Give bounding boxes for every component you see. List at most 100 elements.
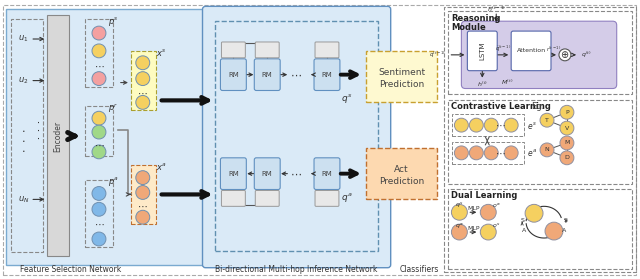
- Text: D: D: [564, 155, 570, 160]
- FancyBboxPatch shape: [220, 59, 246, 90]
- Text: RM: RM: [228, 72, 239, 78]
- Circle shape: [480, 204, 496, 220]
- Circle shape: [92, 202, 106, 216]
- Circle shape: [136, 171, 150, 184]
- Text: $q^s$: $q^s$: [341, 92, 352, 105]
- Text: M: M: [564, 140, 570, 145]
- Text: Bi-directional Multi-hop Inference Network: Bi-directional Multi-hop Inference Netwo…: [215, 265, 378, 274]
- Text: $\tilde{q}^{(t-1)}$: $\tilde{q}^{(t-1)}$: [495, 44, 511, 54]
- Circle shape: [92, 111, 106, 125]
- Circle shape: [136, 186, 150, 199]
- Text: $o^a$: $o^a$: [492, 202, 500, 210]
- Text: $r^{(t-1)}$: $r^{(t-1)}$: [547, 44, 562, 54]
- Circle shape: [92, 44, 106, 58]
- Text: $\cdots$: $\cdots$: [138, 88, 148, 97]
- Circle shape: [92, 145, 106, 159]
- Text: $\cdot$: $\cdot$: [36, 133, 40, 143]
- Text: Prediction: Prediction: [379, 177, 424, 186]
- Text: RM: RM: [321, 72, 332, 78]
- Text: MLP: MLP: [467, 206, 479, 211]
- Text: A: A: [562, 228, 566, 233]
- Text: Dual Learning: Dual Learning: [451, 191, 518, 200]
- Text: $\cdots$: $\cdots$: [290, 70, 302, 80]
- Circle shape: [560, 105, 574, 119]
- Text: $\cdots$: $\cdots$: [290, 169, 302, 179]
- Text: $\cdot$: $\cdot$: [21, 135, 26, 145]
- Text: $x^s$: $x^s$: [156, 47, 166, 58]
- Circle shape: [560, 136, 574, 150]
- FancyBboxPatch shape: [366, 148, 438, 199]
- Circle shape: [504, 118, 518, 132]
- Circle shape: [484, 146, 498, 160]
- Text: $\cdots$: $\cdots$: [495, 148, 506, 158]
- Circle shape: [525, 204, 543, 222]
- Text: A: A: [522, 228, 526, 233]
- Text: $p^a$: $p^a$: [108, 175, 119, 188]
- Circle shape: [469, 146, 483, 160]
- Circle shape: [454, 146, 468, 160]
- Text: Classifiers: Classifiers: [400, 265, 439, 274]
- Text: Encoder: Encoder: [54, 121, 63, 151]
- Text: $\cdots$: $\cdots$: [93, 140, 104, 150]
- Circle shape: [540, 143, 554, 157]
- Text: T: T: [545, 118, 549, 123]
- FancyBboxPatch shape: [202, 6, 390, 268]
- Text: $q^a$: $q^a$: [341, 191, 353, 204]
- Text: Sentiment: Sentiment: [378, 68, 425, 77]
- Circle shape: [136, 95, 150, 109]
- FancyBboxPatch shape: [255, 191, 279, 206]
- FancyBboxPatch shape: [366, 51, 438, 102]
- Text: $p^s$: $p^s$: [108, 15, 119, 28]
- FancyBboxPatch shape: [314, 158, 340, 189]
- FancyBboxPatch shape: [254, 59, 280, 90]
- Text: $o^s$: $o^s$: [492, 222, 500, 230]
- Text: Act: Act: [394, 165, 409, 174]
- Circle shape: [136, 72, 150, 86]
- Text: Prediction: Prediction: [379, 80, 424, 89]
- Circle shape: [540, 113, 554, 127]
- Text: $\cdots$: $\cdots$: [495, 120, 506, 130]
- Text: V: V: [564, 126, 569, 131]
- Text: Contrastive Learning: Contrastive Learning: [451, 102, 551, 111]
- Text: $u_1$: $u_1$: [18, 34, 29, 44]
- Text: MLP: MLP: [467, 226, 479, 231]
- FancyBboxPatch shape: [315, 191, 339, 206]
- Text: $q^s$: $q^s$: [455, 201, 463, 210]
- Text: $\cdot$: $\cdot$: [21, 145, 26, 155]
- Text: $e^a$: $e^a$: [527, 147, 537, 158]
- Circle shape: [545, 222, 563, 240]
- FancyBboxPatch shape: [221, 191, 245, 206]
- FancyBboxPatch shape: [314, 59, 340, 90]
- Text: Attention: Attention: [516, 48, 546, 53]
- Text: $\cdot$: $\cdot$: [21, 125, 26, 135]
- Text: $\cdots$: $\cdots$: [93, 219, 104, 229]
- Text: $u_2$: $u_2$: [18, 75, 29, 86]
- Text: $p^r$: $p^r$: [108, 102, 119, 115]
- Text: $q^{(t-1)}$: $q^{(t-1)}$: [429, 50, 447, 60]
- Text: $\cdots$: $\cdots$: [138, 201, 148, 211]
- FancyBboxPatch shape: [461, 21, 617, 88]
- Text: LSTM: LSTM: [479, 42, 485, 60]
- Circle shape: [451, 204, 467, 220]
- Text: $M^{(t)}$: $M^{(t)}$: [501, 78, 513, 87]
- Text: RM: RM: [262, 171, 273, 177]
- Circle shape: [559, 49, 571, 61]
- Text: RM: RM: [262, 72, 273, 78]
- Text: $u_N$: $u_N$: [17, 194, 29, 205]
- Text: $h^{(t-1)}$: $h^{(t-1)}$: [486, 5, 506, 14]
- Text: $h^{(t)}$: $h^{(t)}$: [477, 80, 488, 89]
- Text: N: N: [545, 147, 549, 152]
- FancyBboxPatch shape: [220, 158, 246, 189]
- Text: $q^a$: $q^a$: [455, 222, 464, 231]
- FancyBboxPatch shape: [131, 51, 156, 110]
- Circle shape: [92, 187, 106, 200]
- Circle shape: [136, 210, 150, 224]
- FancyBboxPatch shape: [6, 9, 204, 265]
- FancyBboxPatch shape: [315, 42, 339, 58]
- Text: $\cdot$: $\cdot$: [36, 117, 40, 127]
- Circle shape: [469, 118, 483, 132]
- Text: P: P: [565, 110, 569, 115]
- Text: $e^s$: $e^s$: [527, 120, 537, 131]
- Text: S: S: [520, 218, 524, 223]
- FancyBboxPatch shape: [221, 42, 245, 58]
